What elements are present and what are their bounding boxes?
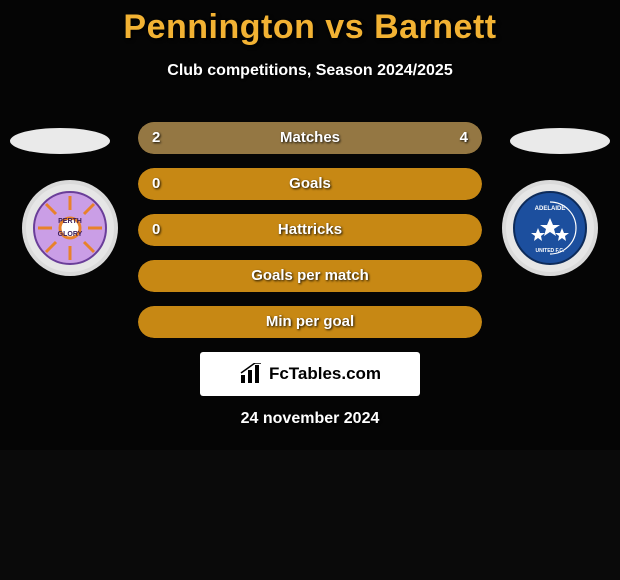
player-avatar-left: [10, 128, 110, 154]
svg-text:GLORY: GLORY: [58, 231, 83, 238]
svg-text:UNITED F.C.: UNITED F.C.: [536, 248, 566, 254]
perth-glory-icon: PERTH GLORY: [30, 188, 110, 268]
stat-row-mpg: Min per goal: [138, 306, 482, 338]
page-title: Pennington vs Barnett: [0, 8, 620, 47]
comparison-infographic: Pennington vs Barnett Club competitions,…: [0, 0, 620, 580]
stat-bars: 24Matches 0Goals 0Hattricks Goals per match…: [138, 122, 482, 352]
stat-row-hattricks: 0Hattricks: [138, 214, 482, 246]
stat-label: Goals per match: [138, 260, 482, 292]
stat-label: Matches: [138, 122, 482, 154]
page-subtitle: Club competitions, Season 2024/2025: [0, 62, 620, 80]
stat-row-matches: 24Matches: [138, 122, 482, 154]
stat-row-goals: 0Goals: [138, 168, 482, 200]
stat-label: Hattricks: [138, 214, 482, 246]
stat-label: Goals: [138, 168, 482, 200]
chart-icon: [239, 363, 265, 385]
brand-box: FcTables.com: [200, 352, 420, 396]
adelaide-united-icon: ADELAIDE UNITED F.C.: [510, 188, 590, 268]
date-label: 24 november 2024: [0, 410, 620, 428]
club-badge-left: PERTH GLORY: [22, 180, 118, 276]
player-avatar-right: [510, 128, 610, 154]
stat-row-gpm: Goals per match: [138, 260, 482, 292]
brand-text: FcTables.com: [269, 364, 381, 384]
svg-text:PERTH: PERTH: [58, 218, 82, 225]
club-badge-right: ADELAIDE UNITED F.C.: [502, 180, 598, 276]
svg-text:ADELAIDE: ADELAIDE: [535, 206, 566, 212]
stat-label: Min per goal: [138, 306, 482, 338]
